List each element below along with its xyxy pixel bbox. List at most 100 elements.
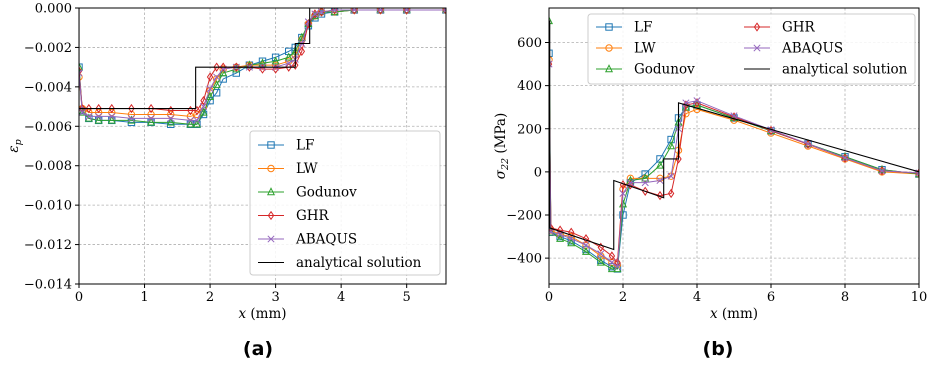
- legend-item-godunov: Godunov: [596, 62, 695, 78]
- series-line-analytical-solution: [79, 8, 446, 110]
- y-axis-label-var: ε: [6, 145, 22, 152]
- data-point-lf: [619, 211, 627, 219]
- y-tick-label: −400: [506, 252, 542, 267]
- data-point-abaqus: [693, 97, 701, 105]
- data-point-abaqus: [108, 112, 116, 120]
- data-point-ghr: [128, 103, 135, 114]
- data-point-ghr: [213, 62, 220, 72]
- data-point-abaqus: [350, 8, 358, 14]
- data-point-ghr: [219, 62, 227, 72]
- data-point-abaqus: [127, 114, 135, 122]
- data-point-abaqus: [656, 176, 664, 185]
- x-tick-label: 2: [206, 290, 214, 305]
- data-point-lw: [271, 61, 280, 69]
- legend-item-analytical-solution: analytical solution: [258, 255, 422, 271]
- data-point-abaqus: [167, 114, 175, 122]
- legend-item-godunov: Godunov: [258, 185, 357, 201]
- y-tick-label: 600: [517, 36, 542, 51]
- data-point-lf: [258, 57, 267, 65]
- data-point-lw: [549, 56, 553, 64]
- data-point-abaqus: [79, 69, 83, 77]
- y-tick-label: −0.008: [24, 159, 72, 174]
- data-point-abaqus: [878, 167, 886, 175]
- legend-label: analytical solution: [782, 62, 908, 78]
- data-point-abaqus: [804, 140, 812, 148]
- data-point-abaqus: [311, 10, 319, 18]
- data-point-abaqus: [597, 250, 605, 258]
- legend-marker: [753, 44, 761, 52]
- data-point-godunov: [199, 107, 208, 116]
- legend-marker: [753, 22, 761, 32]
- legend-label: LF: [296, 138, 314, 154]
- legend-label: Godunov: [296, 185, 357, 201]
- legend-marker: [605, 23, 613, 31]
- y-axis-label: σ22 (MPa): [493, 113, 511, 180]
- x-tick-label: 2: [619, 290, 627, 305]
- data-point-abaqus: [549, 60, 553, 68]
- data-point-godunov: [212, 80, 221, 89]
- data-point-abaqus: [841, 154, 849, 162]
- data-point-godunov: [655, 160, 665, 169]
- panel-caption-a: (a): [242, 338, 274, 360]
- series-line-abaqus: [549, 64, 919, 268]
- x-tick-label: 10: [911, 290, 928, 305]
- series-line-godunov: [79, 9, 446, 125]
- plot-area: [549, 16, 919, 273]
- legend-label: GHR: [782, 20, 816, 36]
- x-tick-label: 0: [545, 290, 553, 305]
- y-tick-label: −0.010: [24, 199, 72, 214]
- data-point-abaqus: [193, 116, 201, 124]
- legend-label: ABAQUS: [295, 232, 357, 248]
- panel-caption-b: (b): [702, 338, 734, 360]
- data-point-ghr: [206, 72, 214, 82]
- series-abaqus: [549, 60, 919, 271]
- data-point-abaqus: [85, 112, 93, 120]
- legend-marker: [267, 210, 275, 221]
- data-point-abaqus: [186, 116, 194, 124]
- data-point-godunov: [192, 119, 201, 128]
- y-tick-label: 0: [534, 165, 542, 180]
- series-godunov: [79, 8, 446, 128]
- x-axis-label-unit: (mm): [718, 306, 758, 322]
- data-point-godunov: [271, 56, 280, 65]
- data-point-godunov: [147, 117, 156, 126]
- legend-label: LW: [296, 161, 318, 177]
- data-point-ghr: [582, 234, 590, 244]
- x-tick-label: 5: [403, 290, 411, 305]
- series-ghr: [549, 59, 919, 268]
- data-point-ghr: [108, 103, 115, 114]
- data-point-abaqus: [79, 108, 86, 117]
- legend-item-lf: LF: [596, 20, 652, 36]
- data-point-godunov: [186, 119, 195, 128]
- data-point-abaqus: [613, 263, 622, 271]
- data-point-godunov: [596, 257, 605, 266]
- data-point-abaqus: [641, 179, 649, 187]
- legend-marker: [267, 235, 275, 243]
- data-point-abaqus: [213, 73, 221, 81]
- data-point-abaqus: [682, 99, 690, 107]
- data-point-godunov: [607, 264, 616, 273]
- data-point-ghr: [147, 103, 155, 114]
- data-point-ghr: [682, 100, 690, 110]
- data-point-ghr: [567, 227, 575, 237]
- data-point-abaqus: [317, 8, 326, 16]
- legend-box: [587, 13, 916, 85]
- data-point-lf: [641, 170, 649, 178]
- data-point-abaqus: [442, 8, 446, 14]
- x-axis-label-unit: (mm): [246, 306, 286, 322]
- legend-marker: [605, 44, 613, 52]
- y-tick-label: −0.014: [24, 278, 72, 293]
- x-tick-label: 1: [140, 290, 148, 305]
- data-point-abaqus: [95, 112, 103, 120]
- data-point-abaqus: [206, 85, 214, 93]
- x-tick-label: 8: [841, 290, 849, 305]
- data-point-ghr: [79, 66, 83, 76]
- data-point-lf: [271, 53, 280, 61]
- legend-box: [249, 130, 441, 276]
- data-point-abaqus: [376, 8, 385, 14]
- series-line-lw: [549, 59, 919, 266]
- data-point-ghr: [298, 46, 306, 57]
- data-point-ghr: [667, 188, 675, 199]
- legend-label: analytical solution: [296, 255, 422, 271]
- legend-item-lw: LW: [258, 161, 318, 177]
